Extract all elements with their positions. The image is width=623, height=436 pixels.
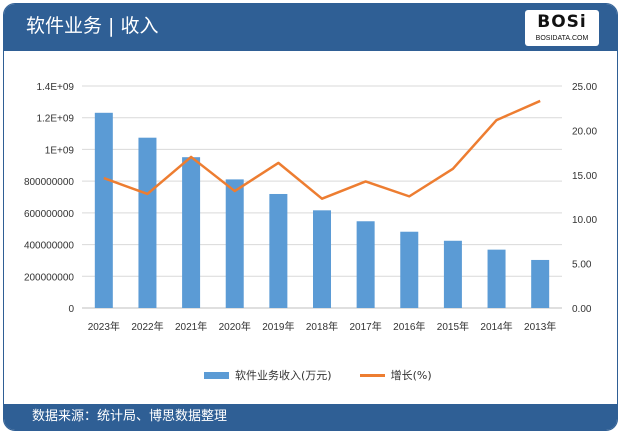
y-tick-label: 800000000 [24,177,74,188]
legend-line-swatch [359,373,385,377]
legend-line-label: 增长(%) [390,369,432,382]
legend-bar-swatch [204,371,229,379]
x-tick-label: 2019年 [262,320,294,333]
y-tick-label: 1.2E+09 [36,114,74,125]
logo-subtext: BOSIDATA.COM [535,35,589,42]
y-tick-label: 200000000 [24,272,74,283]
y-tick-label: 1.4E+09 [36,82,74,93]
logo-text: BOSi [537,12,587,32]
x-tick-label: 2022年 [131,320,163,333]
page-title: 软件业务 | 收入 [26,15,159,37]
x-tick-label: 2017年 [350,320,382,333]
x-tick-label: 2020年 [219,320,251,333]
chart-card: 软件业务 | 收入 BOSi BOSIDATA.COM 数据来源：统计局、博思数据… [3,3,618,431]
x-tick-label: 2014年 [480,320,512,333]
bar [225,179,244,308]
bar [400,231,419,308]
bar [531,259,550,308]
bosi-logo: BOSi BOSIDATA.COM [525,10,599,46]
y2-tick-label: 15.00 [572,171,597,182]
y2-tick-label: 0.00 [572,304,592,315]
y-tick-label: 600000000 [24,209,74,220]
x-tick-label: 2023年 [88,320,120,333]
bar [443,240,462,308]
bar [182,157,201,308]
header-bar: 软件业务 | 收入 BOSi BOSIDATA.COM [4,4,617,51]
x-tick-label: 2015年 [437,320,469,333]
bar [138,137,157,308]
y2-tick-label: 25.00 [572,82,597,93]
x-tick-label: 2016年 [393,320,425,333]
footer-bar: 数据来源：统计局、博思数据整理 [4,404,617,430]
data-source: 数据来源：统计局、博思数据整理 [32,409,228,424]
y-tick-label: 1E+09 [45,145,75,156]
y2-tick-label: 10.00 [572,215,597,226]
y2-tick-label: 5.00 [572,260,592,271]
x-tick-label: 2021年 [175,320,207,333]
legend-bar-label: 软件业务收入(万元) [235,369,332,382]
bar [487,249,506,308]
bar [269,193,288,308]
x-tick-label: 2018年 [306,320,338,333]
legend: 软件业务收入(万元) 增长(%) [204,367,432,383]
bar [313,210,331,308]
y2-tick-label: 20.00 [572,126,597,137]
bar [94,112,113,308]
x-tick-label: 2013年 [524,320,556,333]
y-tick-label: 0 [68,304,74,315]
bar [356,221,375,308]
y-tick-label: 400000000 [24,241,74,252]
